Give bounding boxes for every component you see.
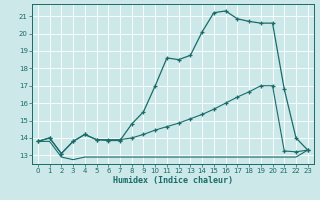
X-axis label: Humidex (Indice chaleur): Humidex (Indice chaleur) — [113, 176, 233, 185]
